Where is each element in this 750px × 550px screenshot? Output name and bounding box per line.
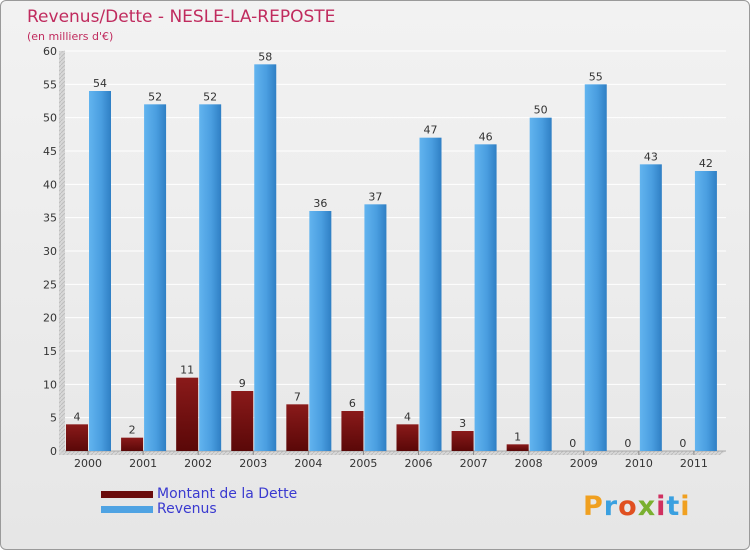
gridline-wall: [58, 350, 66, 355]
chart-title: Revenus/Dette - NESLE-LA-REPOSTE: [27, 7, 336, 27]
legend-label-revenue: Revenus: [157, 501, 217, 517]
y-tick-label: 50: [43, 112, 57, 125]
x-tick-label: 2010: [625, 457, 653, 470]
chart-subtitle: (en milliers d'€): [27, 30, 114, 43]
revenue-bar: [144, 104, 167, 451]
revenue-bar: [419, 137, 442, 451]
debt-value-label: 9: [239, 377, 246, 390]
gridline-wall: [58, 417, 66, 422]
debt-value-label: 4: [74, 410, 81, 423]
y-tick-label: 60: [43, 45, 57, 58]
debt-value-label: 1: [514, 430, 521, 443]
y-tick-label: 30: [43, 245, 57, 258]
gridline-wall: [58, 117, 66, 122]
revenue-value-label: 55: [589, 70, 603, 83]
revenue-bar: [639, 164, 662, 452]
debt-bar: [396, 424, 419, 451]
x-tick-label: 2001: [129, 457, 157, 470]
x-tick-label: 2006: [405, 457, 433, 470]
gridline-wall: [58, 150, 66, 155]
gridline-wall: [58, 450, 66, 455]
debt-value-label: 2: [129, 424, 136, 437]
debt-value-label: 6: [349, 397, 356, 410]
debt-bar: [286, 404, 309, 451]
revenue-value-label: 52: [148, 90, 162, 103]
revenue-bar: [694, 171, 717, 451]
gridline-wall: [58, 50, 66, 55]
y-tick-label: 20: [43, 312, 57, 325]
x-tick-label: 2008: [515, 457, 543, 470]
revenue-value-label: 43: [644, 150, 658, 163]
x-tick-label: 2004: [294, 457, 322, 470]
revenue-value-label: 37: [368, 190, 382, 203]
gridline-wall: [58, 317, 66, 322]
debt-value-label: 3: [459, 417, 466, 430]
revenue-bar: [529, 117, 552, 452]
x-tick-label: 2011: [680, 457, 708, 470]
x-tick-label: 2005: [349, 457, 377, 470]
gridline-wall: [58, 217, 66, 222]
debt-value-label: 0: [624, 437, 631, 450]
revenue-bar: [474, 144, 497, 452]
y-tick-label: 45: [43, 145, 57, 158]
gridline-wall: [58, 383, 66, 388]
plot-area: 0510152025303540455055604542000252200111…: [43, 45, 726, 470]
legend-label-debt: Montant de la Dette: [157, 486, 298, 502]
debt-value-label: 0: [679, 437, 686, 450]
debt-bar: [341, 411, 364, 451]
x-tick-label: 2003: [239, 457, 267, 470]
gridline-wall: [58, 250, 66, 255]
revenue-value-label: 46: [479, 130, 493, 143]
debt-bar: [66, 424, 88, 451]
revenue-bar: [89, 91, 111, 451]
revenue-bar: [254, 64, 277, 452]
legend-swatch-debt: [101, 491, 153, 498]
revenue-bar: [364, 204, 387, 451]
y-tick-label: 15: [43, 345, 57, 358]
revenue-value-label: 54: [93, 77, 107, 90]
legend-swatch-revenue: [101, 506, 153, 513]
debt-bar: [506, 444, 529, 451]
gridline-wall: [58, 83, 66, 88]
gridline-wall: [58, 283, 66, 288]
revenue-value-label: 50: [534, 104, 548, 117]
revenue-value-label: 52: [203, 90, 217, 103]
x-tick-label: 2009: [570, 457, 598, 470]
x-tick-label: 2002: [184, 457, 212, 470]
revenue-value-label: 42: [699, 157, 713, 170]
revenue-bar: [584, 84, 607, 451]
debt-bar: [231, 391, 254, 451]
y-tick-label: 55: [43, 78, 57, 91]
debt-value-label: 7: [294, 390, 301, 403]
y-tick-label: 35: [43, 212, 57, 225]
proxiti-logo: Proxiti: [583, 491, 691, 522]
debt-value-label: 11: [180, 364, 194, 377]
revenue-bar: [199, 104, 222, 451]
x-tick-label: 2007: [460, 457, 488, 470]
revenue-bar: [309, 211, 332, 451]
revenue-value-label: 36: [313, 197, 327, 210]
debt-bar: [451, 431, 474, 451]
x-tick-label: 2000: [74, 457, 102, 470]
y-tick-label: 40: [43, 178, 57, 191]
y-tick-label: 0: [50, 445, 57, 458]
revenue-value-label: 47: [424, 124, 438, 137]
debt-bar: [121, 437, 144, 451]
y-tick-label: 25: [43, 278, 57, 291]
debt-value-label: 4: [404, 410, 411, 423]
plot-floor: [59, 451, 726, 455]
debt-value-label: 0: [569, 437, 576, 450]
debt-bar: [176, 377, 199, 451]
y-tick-label: 10: [43, 378, 57, 391]
gridline-wall: [58, 183, 66, 188]
y-tick-label: 5: [50, 412, 57, 425]
revenue-value-label: 58: [258, 50, 272, 63]
